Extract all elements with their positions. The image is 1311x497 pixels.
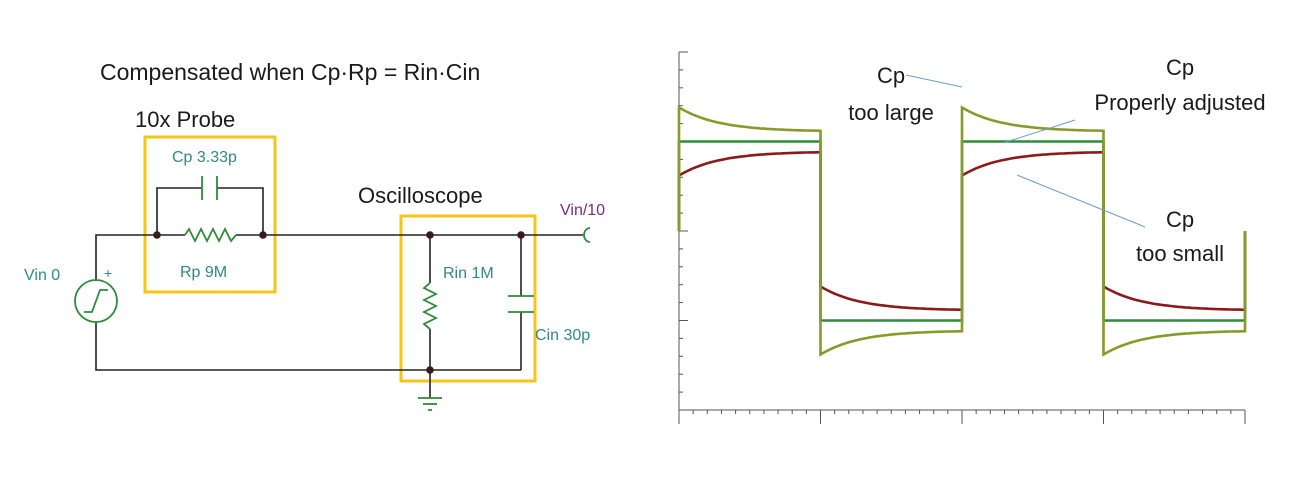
annotation-leaders	[905, 74, 1146, 228]
cp-too-small-line2: too small	[1136, 241, 1224, 266]
ground-icon	[418, 397, 442, 411]
cp-too-small-line1: Cp	[1166, 207, 1194, 232]
cp-capacitor	[201, 176, 218, 200]
plot-traces	[677, 105, 1247, 357]
compensation-title: Compensated when Cp·Rp = Rin·Cin	[100, 59, 480, 85]
rin-label: Rin 1M	[443, 265, 494, 282]
circuit-diagram: Compensated when Cp·Rp = Rin·Cin 10x Pro…	[24, 59, 605, 411]
cp-label: Cp 3.33p	[172, 149, 237, 166]
cin-capacitor	[508, 295, 534, 313]
output-terminal-icon	[583, 227, 591, 243]
cp-proper-line2: Properly adjusted	[1094, 90, 1265, 115]
vin-source-icon	[74, 279, 118, 323]
vin-plus-sign: +	[104, 265, 112, 281]
oscilloscope-box	[399, 214, 537, 383]
trace-cp-too-large	[677, 105, 1247, 357]
oscilloscope-label: Oscilloscope	[358, 183, 483, 208]
probe-label: 10x Probe	[135, 107, 235, 132]
waveform-plot: Cp too large Cp Properly adjusted Cp too…	[677, 51, 1266, 424]
cp-too-large-line2: too large	[848, 100, 934, 125]
cp-proper-line1: Cp	[1166, 55, 1194, 80]
probe-box	[143, 135, 277, 294]
cp-too-large-line1: Cp	[877, 63, 905, 88]
vin-label: Vin 0	[24, 267, 60, 284]
output-label: Vin/10	[560, 202, 605, 219]
rp-resistor	[184, 226, 237, 244]
rp-label: Rp 9M	[180, 264, 227, 281]
circuit-wires	[95, 187, 583, 398]
cin-label: Cin 30p	[535, 327, 590, 344]
junction-dots	[153, 231, 525, 374]
rin-resistor	[421, 282, 439, 330]
